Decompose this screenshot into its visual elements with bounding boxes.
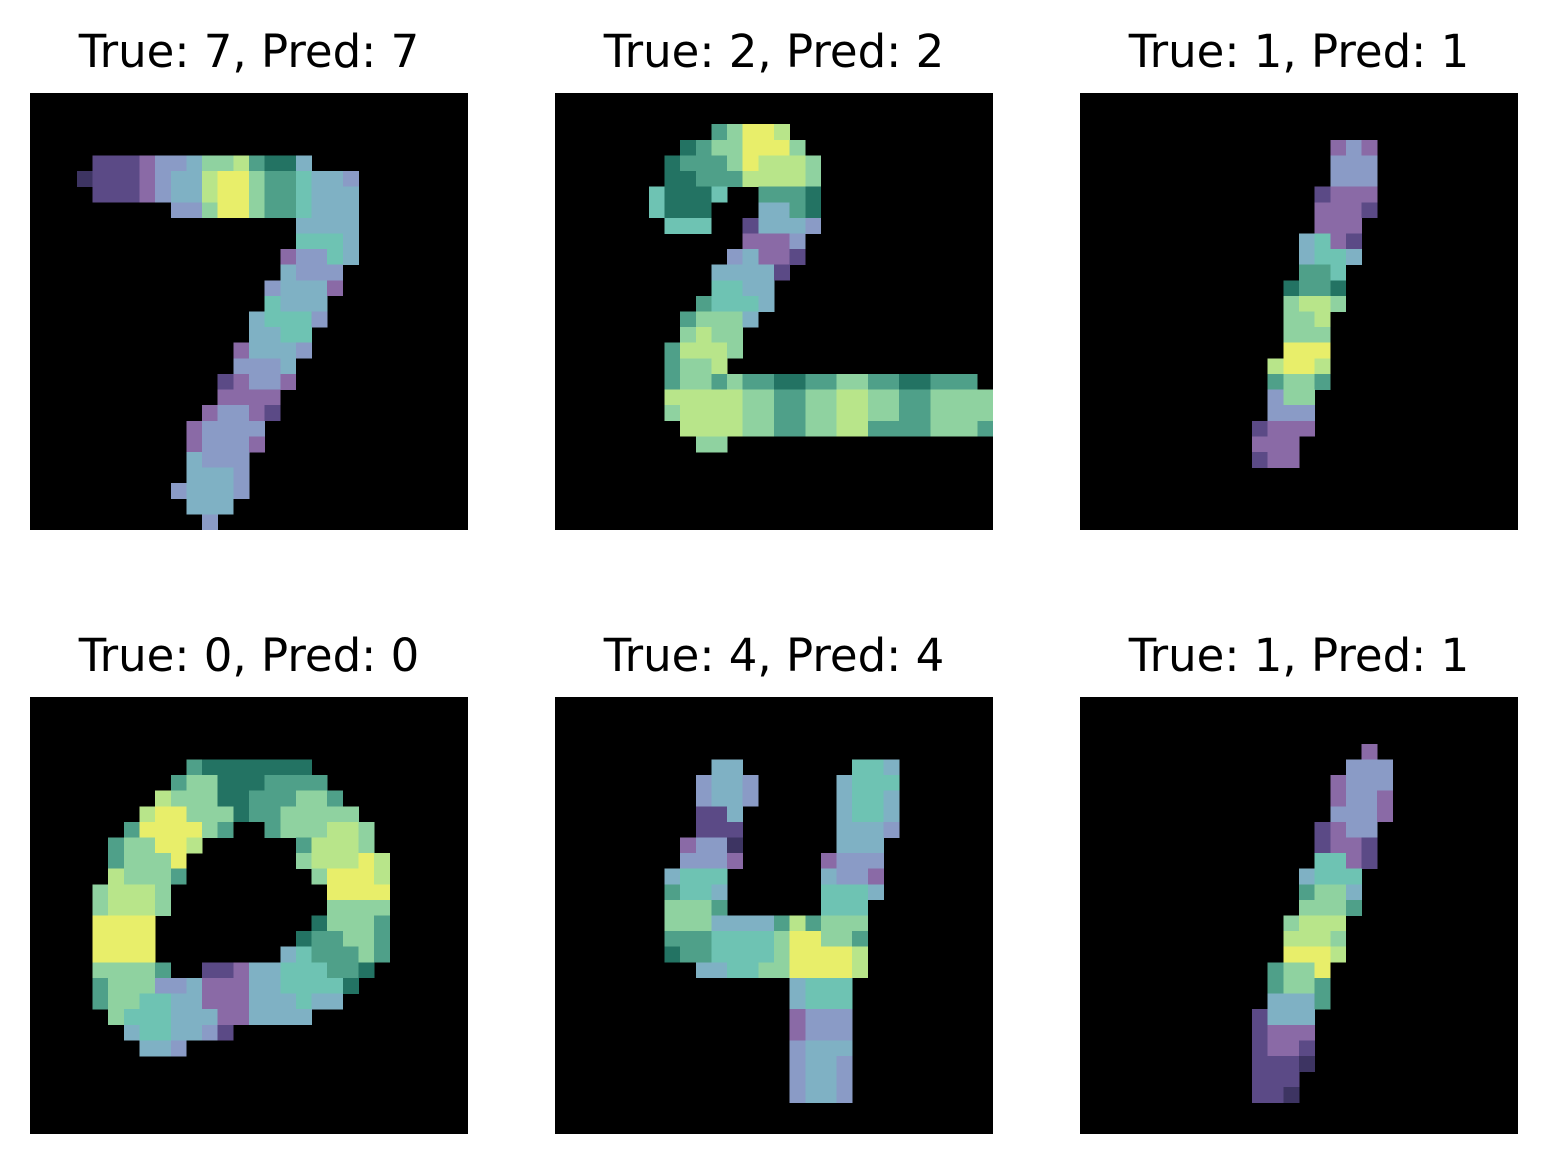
digit-image-zero	[30, 697, 468, 1134]
digit-image-one	[1080, 93, 1518, 530]
panel-title: True: 0, Pred: 0	[78, 629, 420, 682]
digit-zero-pixels	[30, 697, 468, 1134]
digit-two-pixels	[555, 93, 993, 530]
digit-image-four	[555, 697, 993, 1134]
digit-one-pixels	[1080, 93, 1518, 530]
panel-title: True: 1, Pred: 1	[1128, 629, 1470, 682]
digit-four-pixels	[555, 697, 993, 1134]
digit-seven-pixels	[30, 93, 468, 530]
panel-title: True: 7, Pred: 7	[78, 25, 420, 78]
panel-title: True: 1, Pred: 1	[1128, 25, 1470, 78]
digit-image-one-b	[1080, 697, 1518, 1134]
digit-image-seven	[30, 93, 468, 530]
digit-image-two	[555, 93, 993, 530]
panel-title: True: 4, Pred: 4	[603, 629, 945, 682]
digit-one-b-pixels	[1080, 697, 1518, 1134]
panel-title: True: 2, Pred: 2	[603, 25, 945, 78]
